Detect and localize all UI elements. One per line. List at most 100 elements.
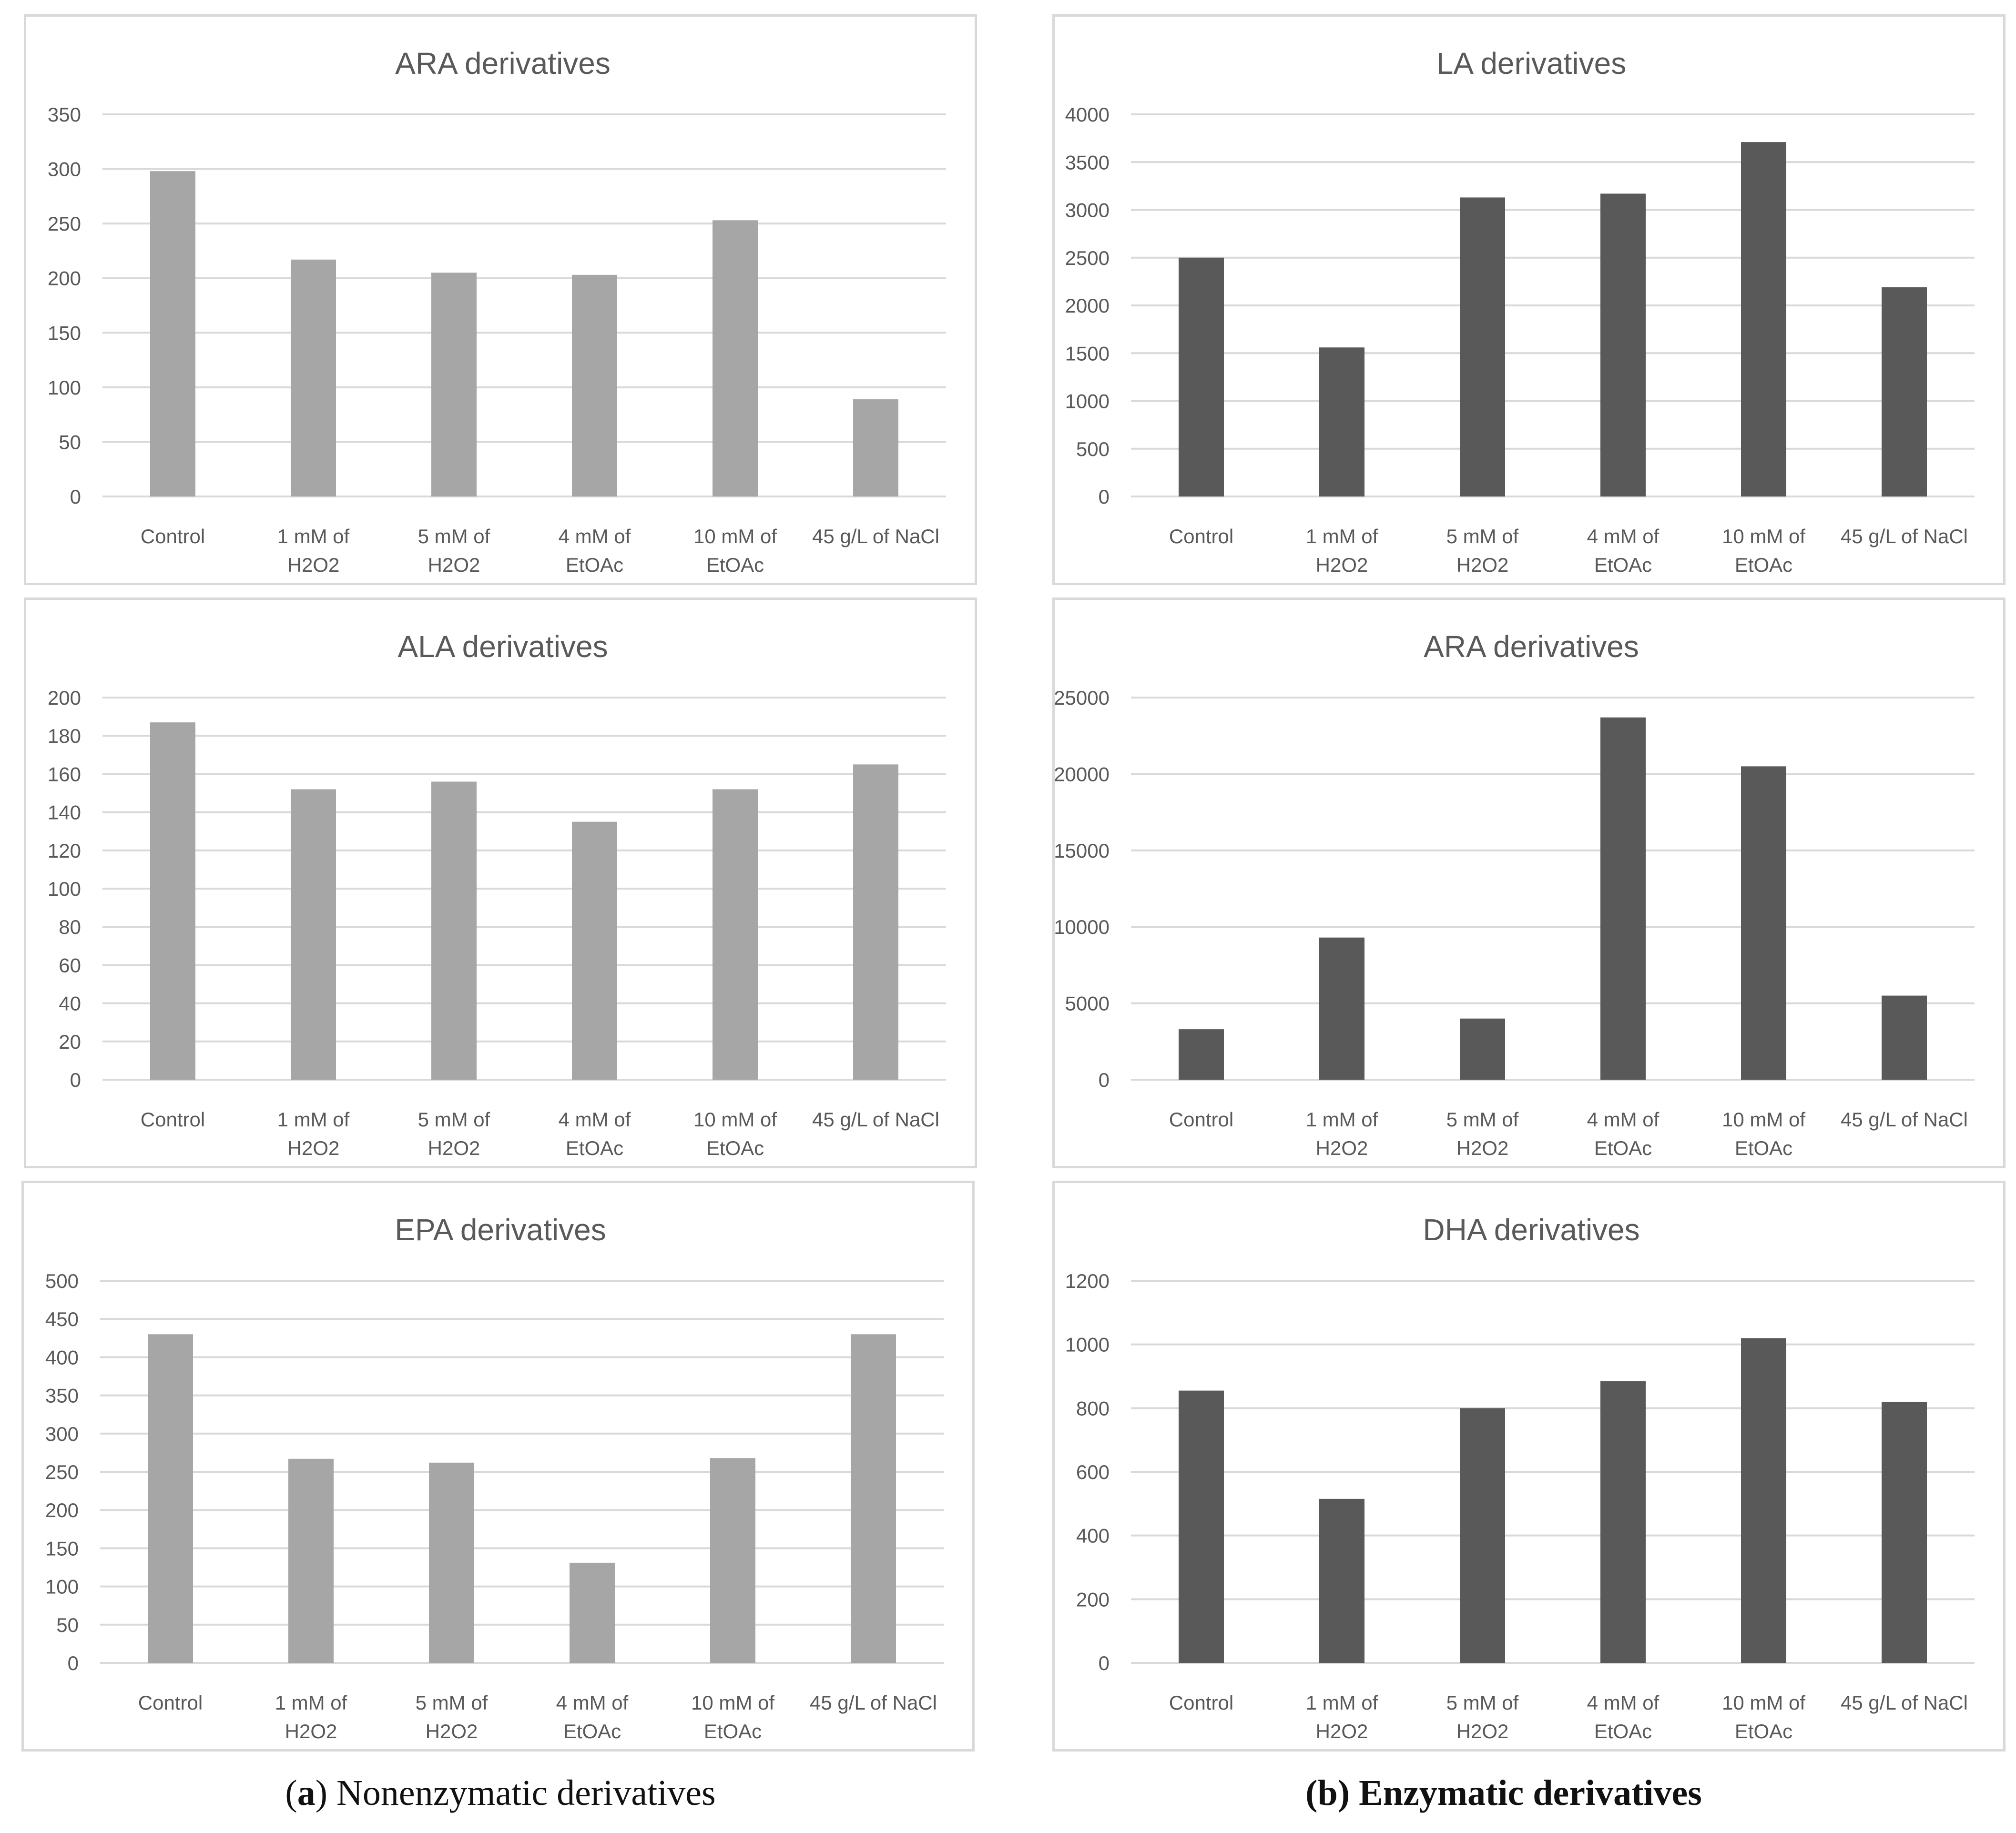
- x-tick-label: EtOAc: [1594, 1137, 1652, 1159]
- chart-panel-a-ara: ARA derivatives 0 50 100 150 200 250 300 350 Cont…: [24, 14, 977, 585]
- y-tick-label: 250: [45, 1461, 79, 1483]
- y-tick-label: 1000: [1065, 1334, 1110, 1356]
- x-tick-label: H2O2: [1456, 1137, 1509, 1159]
- x-tick-label: 4 mM of: [1587, 1108, 1660, 1131]
- chart-title-b-ara: ARA derivatives: [1424, 629, 1639, 664]
- x-tick-label: 10 mM of: [691, 1691, 774, 1714]
- x-tick-label: Control: [1169, 525, 1233, 547]
- bar-b-la-4: [1741, 142, 1786, 496]
- caption-b-letter: b: [1317, 1773, 1338, 1813]
- x-tick-label: 4 mM of: [559, 1108, 631, 1131]
- x-tick-label: 4 mM of: [556, 1691, 629, 1714]
- y-tick-label: 200: [48, 687, 81, 709]
- y-tick-label: 600: [1076, 1461, 1110, 1483]
- bar-b-ara-3: [1600, 717, 1646, 1080]
- bar-a-ala-2: [431, 781, 477, 1080]
- y-tick-label: 180: [48, 725, 81, 747]
- x-tick-label: 10 mM of: [1722, 525, 1805, 547]
- chart-title-a-ara: ARA derivatives: [395, 46, 611, 81]
- chart-panel-b-dha: DHA derivatives 0 200 400 600 800 1000 1200 Cont…: [1052, 1181, 2006, 1752]
- x-tick-label: 5 mM of: [1446, 525, 1519, 547]
- bar-b-ara-5: [1882, 995, 1927, 1080]
- y-tick-label: 400: [1076, 1525, 1110, 1547]
- bar-a-ala-3: [572, 821, 617, 1080]
- y-tick-label: 800: [1076, 1397, 1110, 1419]
- x-tick-label: 45 g/L of NaCl: [812, 1108, 939, 1131]
- bar-b-dha-4: [1741, 1338, 1786, 1663]
- x-tick-label: 1 mM of: [275, 1691, 347, 1714]
- x-tick-label: H2O2: [428, 1137, 480, 1159]
- bar-b-la-5: [1882, 287, 1927, 496]
- y-tick-label: 0: [70, 486, 81, 508]
- x-tick-label: Control: [1169, 1108, 1233, 1131]
- bar-a-epa-3: [570, 1562, 615, 1663]
- x-tick-label: 1 mM of: [277, 1108, 350, 1131]
- x-tick-label: EtOAc: [1735, 554, 1792, 576]
- y-tick-label: 100: [48, 878, 81, 900]
- x-tick-label: H2O2: [1316, 1137, 1368, 1159]
- bar-b-ara-4: [1741, 766, 1786, 1080]
- x-tick-label: 4 mM of: [1587, 1691, 1660, 1714]
- x-tick-label: 5 mM of: [418, 525, 490, 547]
- bar-a-epa-4: [710, 1458, 755, 1663]
- x-tick-label: 1 mM of: [1306, 1108, 1378, 1131]
- y-tick-label: 100: [45, 1576, 79, 1598]
- bar-b-la-1: [1319, 347, 1364, 496]
- x-tick-label: EtOAc: [1735, 1720, 1792, 1742]
- bar-a-ara-2: [431, 273, 477, 496]
- caption-b: (b) Enzymatic derivatives: [1305, 1773, 1702, 1813]
- y-tick-label: 150: [45, 1537, 79, 1560]
- y-tick-label: 500: [1076, 438, 1110, 460]
- y-tick-label: 200: [48, 267, 81, 290]
- x-tick-label: 10 mM of: [1722, 1691, 1805, 1714]
- y-tick-label: 3000: [1065, 199, 1110, 222]
- bar-a-epa-2: [429, 1462, 474, 1663]
- y-tick-label: 500: [45, 1270, 79, 1292]
- x-tick-label: 45 g/L of NaCl: [812, 525, 939, 547]
- x-tick-label: 5 mM of: [418, 1108, 490, 1131]
- x-tick-label: 1 mM of: [1306, 525, 1378, 547]
- bar-b-la-2: [1460, 197, 1505, 496]
- bar-b-la-3: [1600, 193, 1646, 496]
- bar-b-dha-1: [1319, 1499, 1364, 1663]
- y-tick-label: 2000: [1065, 294, 1110, 317]
- caption-a-text: Nonenzymatic derivatives: [327, 1773, 716, 1813]
- caption-a: (a) Nonenzymatic derivatives: [285, 1773, 716, 1813]
- bar-b-dha-2: [1460, 1408, 1505, 1663]
- x-tick-label: 10 mM of: [693, 525, 777, 547]
- y-tick-label: 250: [48, 213, 81, 235]
- caption-b-text: Enzymatic derivatives: [1350, 1773, 1702, 1813]
- chart-svg-b-dha: DHA derivatives 0 200 400 600 800 1000 1200 Cont…: [1065, 1213, 1975, 1742]
- x-tick-label: H2O2: [1456, 1720, 1509, 1742]
- x-tick-label: H2O2: [285, 1720, 337, 1742]
- x-tick-label: 10 mM of: [693, 1108, 777, 1131]
- x-tick-label: H2O2: [287, 1137, 340, 1159]
- y-tick-label: 50: [56, 1614, 79, 1636]
- chart-panel-a-ala: ALA derivatives 0 20 40 60 80 100 120 140 160 180 2…: [24, 597, 977, 1168]
- y-tick-label: 0: [1099, 486, 1110, 508]
- chart-panel-a-epa: EPA derivatives 0 50 100 150 200 250 300 350 400 4…: [21, 1181, 975, 1752]
- bar-b-la-0: [1179, 257, 1224, 496]
- y-tick-label: 50: [59, 431, 81, 453]
- y-tick-label: 300: [48, 158, 81, 181]
- y-tick-label: 5000: [1065, 992, 1110, 1015]
- x-tick-label: EtOAc: [566, 1137, 623, 1159]
- x-tick-label: EtOAc: [1594, 554, 1652, 576]
- bar-b-dha-0: [1179, 1390, 1224, 1663]
- y-tick-label: 400: [45, 1346, 79, 1368]
- y-tick-label: 60: [59, 954, 81, 976]
- x-tick-label: 1 mM of: [1306, 1691, 1378, 1714]
- bar-b-dha-5: [1882, 1401, 1927, 1663]
- x-tick-label: 5 mM of: [1446, 1108, 1519, 1131]
- x-tick-label: Control: [141, 525, 205, 547]
- y-tick-label: 350: [48, 103, 81, 126]
- y-tick-label: 160: [48, 763, 81, 785]
- x-tick-label: H2O2: [426, 1720, 478, 1742]
- chart-svg-a-ara: ARA derivatives 0 50 100 150 200 250 300 350 Cont…: [48, 46, 946, 576]
- x-tick-label: EtOAc: [1594, 1720, 1652, 1742]
- chart-panel-b-ara: ARA derivatives 0 5000 10000 15000 20000 25000…: [1052, 597, 2006, 1168]
- y-tick-label: 350: [45, 1385, 79, 1407]
- y-tick-label: 140: [48, 801, 81, 824]
- y-tick-label: 15000: [1055, 840, 1110, 862]
- bar-a-epa-1: [288, 1458, 334, 1663]
